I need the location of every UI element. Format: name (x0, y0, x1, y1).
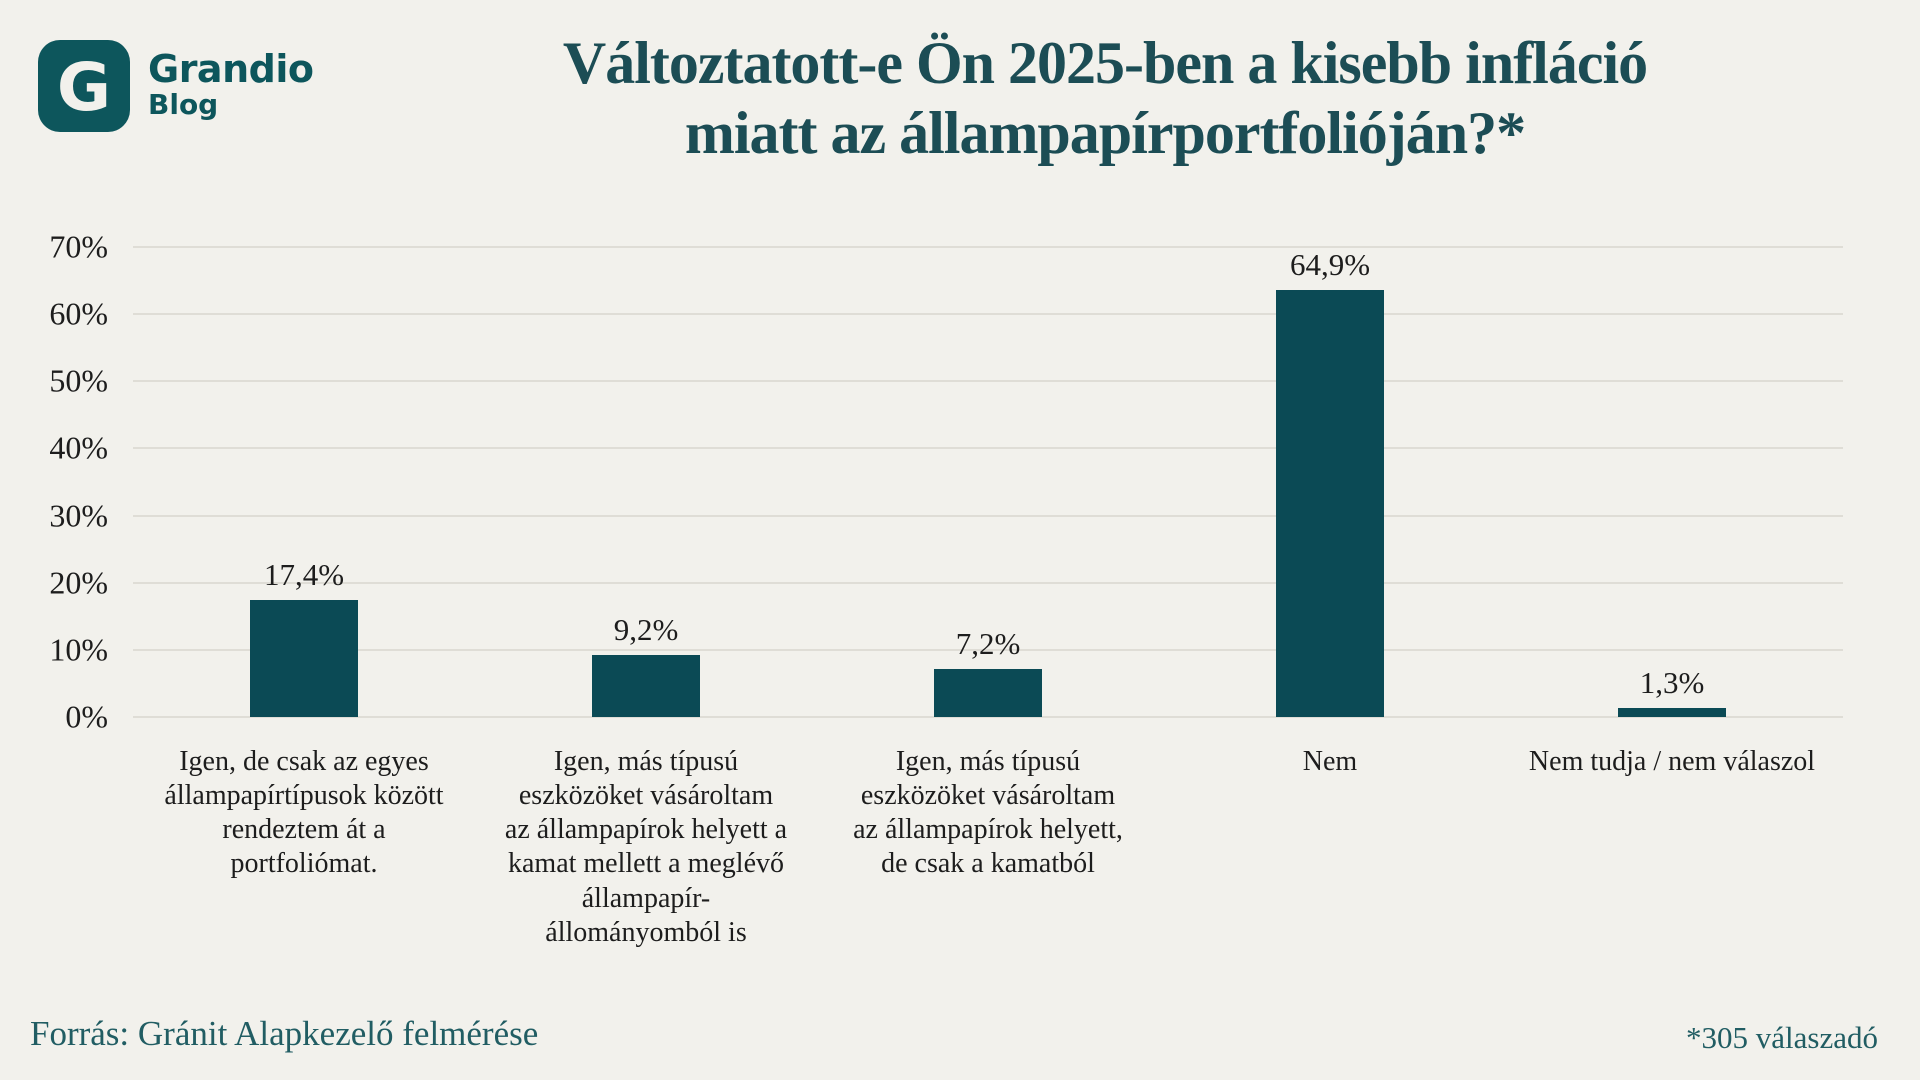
bar-slot: 17,4% (133, 247, 475, 717)
y-tick-label: 10% (49, 631, 108, 668)
bar-slot: 7,2% (817, 247, 1159, 717)
bar (1276, 290, 1384, 717)
brand-name: Grandio (148, 47, 314, 91)
brand-text: Grandio Blog (148, 47, 314, 121)
gridline (133, 313, 1843, 316)
y-tick-label: 50% (49, 362, 108, 399)
category-label: Igen, más típusú eszközöket vásároltam a… (853, 746, 1123, 880)
plot-area: 17,4% 9,2% 7,2% 64,9% 1,3% (133, 246, 1843, 718)
brand-sub: Blog (148, 87, 219, 121)
y-tick-label: 20% (49, 564, 108, 601)
gridline (133, 716, 1843, 718)
y-tick-label: 30% (49, 497, 108, 534)
gridline (133, 581, 1843, 584)
category-label: Nem (1302, 746, 1358, 777)
bar (934, 668, 1042, 717)
bar (1618, 708, 1726, 717)
bar-slot: 64,9% (1159, 247, 1501, 717)
bar-value-label: 64,9% (1289, 247, 1371, 282)
grandio-logo: G (38, 40, 130, 132)
bars-row: 17,4% 9,2% 7,2% 64,9% 1,3% (133, 247, 1843, 717)
footer-source: Forrás: Gránit Alapkezelő felmérése (30, 1014, 539, 1053)
footer-note: *305 válaszadó (1686, 1020, 1878, 1055)
bar (250, 600, 358, 717)
category-label: Igen, de csak az egyes állampapírtípusok… (164, 746, 444, 880)
gridlines (133, 246, 1843, 718)
bar-slot: 1,3% (1501, 247, 1843, 717)
category-label: Igen, más típusú eszközöket vásároltam a… (504, 746, 788, 948)
y-tick-label: 40% (49, 429, 108, 466)
gridline (133, 648, 1843, 651)
bar (592, 655, 700, 717)
gridline (133, 447, 1843, 450)
y-tick-label: 0% (65, 698, 108, 735)
bar-value-label: 1,3% (1639, 665, 1705, 701)
bar-value-label: 7,2% (955, 625, 1021, 661)
grandio-logo-icon: G (38, 40, 130, 132)
category-label: Nem tudja / nem válaszol (1528, 746, 1816, 777)
y-axis: 0% 10% 20% 30% 40% 50% 60% 70% (0, 229, 108, 735)
y-tick-label: 60% (49, 295, 108, 332)
gridline (133, 514, 1843, 517)
y-tick-label: 70% (49, 228, 108, 265)
gridline (133, 380, 1843, 383)
page-title: Változtatott-e Ön 2025-ben a kisebb infl… (562, 30, 1648, 167)
svg-text:G: G (57, 49, 111, 126)
bar-value-label: 9,2% (613, 612, 679, 648)
gridline (133, 246, 1843, 248)
bar-slot: 9,2% (475, 247, 817, 717)
category-row: Igen, de csak az egyes állampapírtípusok… (133, 745, 1843, 950)
bar-value-label: 17,4% (263, 557, 345, 593)
